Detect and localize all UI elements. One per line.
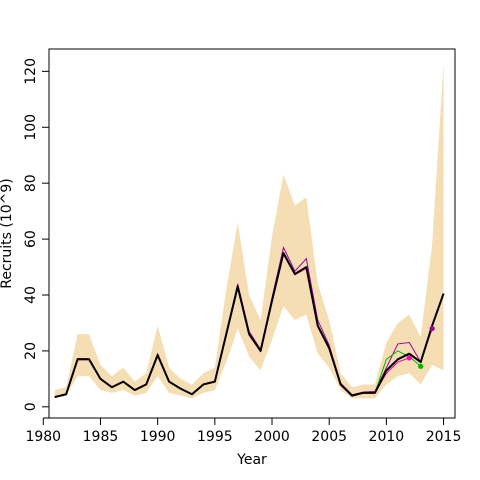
- x-tick-label: 1980: [25, 429, 61, 445]
- x-tick-label: 2000: [254, 429, 290, 445]
- x-axis-label: Year: [236, 452, 267, 468]
- confidence-band: [54, 62, 444, 399]
- y-tick-label: 60: [23, 230, 39, 248]
- x-axis: 1980 1985 1990 1995 2000 2005 2010 2015: [25, 417, 462, 445]
- y-tick-label: 0: [23, 402, 39, 411]
- retrospective-endpoint-2: [418, 363, 424, 369]
- y-tick-label: 20: [23, 342, 39, 360]
- y-tick-label: 40: [23, 286, 39, 304]
- y-axis-label: Recruits (10^9): [0, 178, 15, 289]
- x-tick-label: 1990: [140, 429, 176, 445]
- x-tick-label: 1985: [83, 429, 119, 445]
- retrospective-endpoint-3: [406, 355, 412, 361]
- y-axis: 0 20 40 60 80 100 120: [23, 58, 50, 411]
- retrospective-endpoints-layer: [406, 325, 435, 369]
- y-tick-label: 100: [23, 114, 39, 141]
- x-tick-label: 2015: [426, 429, 462, 445]
- x-tick-label: 2010: [369, 429, 405, 445]
- confidence-band-layer: [54, 62, 444, 399]
- retrospective-endpoint-1: [429, 325, 435, 332]
- x-tick-label: 1995: [197, 429, 233, 445]
- x-tick-label: 2005: [311, 429, 347, 445]
- main-series-layer: [54, 252, 445, 399]
- y-tick-label: 120: [23, 58, 39, 85]
- main-series-line: [54, 252, 445, 399]
- y-tick-label: 80: [23, 174, 39, 192]
